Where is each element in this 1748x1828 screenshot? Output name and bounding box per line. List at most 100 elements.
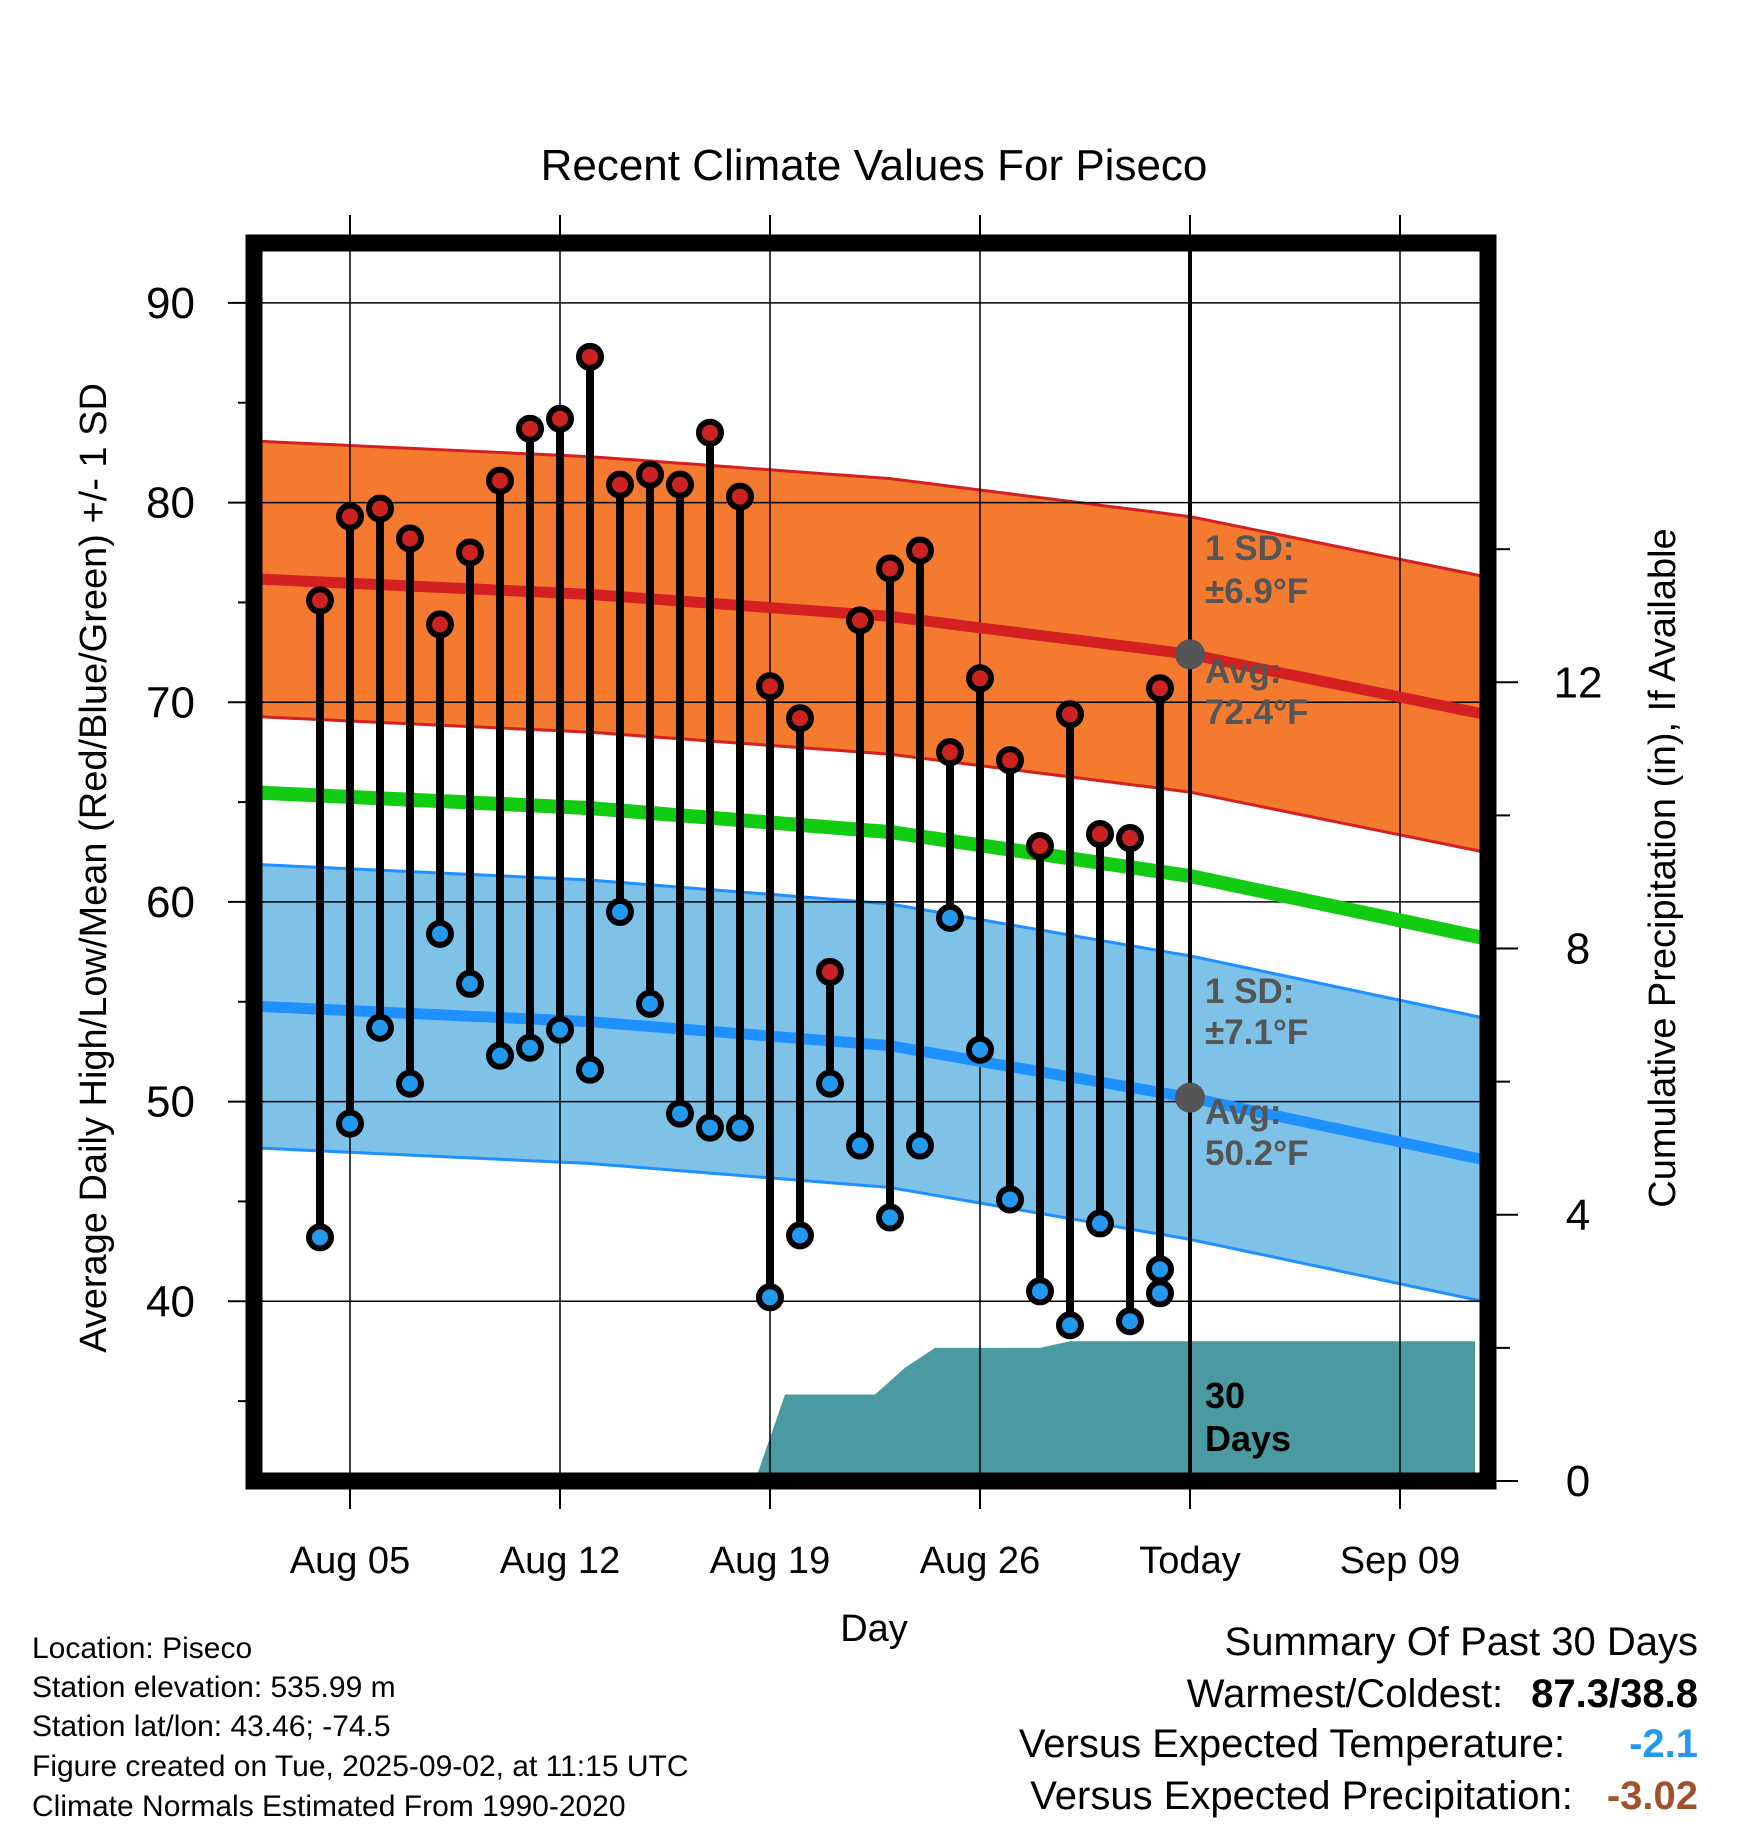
- y-tick-label-60: 60: [146, 878, 195, 927]
- daily-high-point: [906, 536, 934, 565]
- high-avg-label: Avg:: [1205, 652, 1281, 691]
- daily-high-point: [366, 494, 394, 523]
- normal-high-upper-sd-line: [254, 439, 1488, 579]
- daily-high-point: [396, 524, 424, 553]
- low-avg-label: Avg:: [1205, 1093, 1281, 1132]
- daily-high-point: [936, 738, 964, 767]
- daily-low-point: [1026, 1277, 1054, 1306]
- period-label-days: Days: [1205, 1418, 1291, 1459]
- y-axis-label: Average Daily High/Low/Mean (Red/Blue/Gr…: [73, 383, 115, 1353]
- daily-high-point: [726, 482, 754, 511]
- daily-high-point: [1086, 820, 1114, 849]
- daily-low-point: [636, 989, 664, 1018]
- daily-high-point: [426, 610, 454, 639]
- summary-temp-row: Versus Expected Temperature: -2.1: [1019, 1722, 1698, 1767]
- latlon-text: Station lat/lon: 43.46; -74.5: [32, 1710, 391, 1743]
- low-avg-value: 50.2°F: [1205, 1134, 1309, 1173]
- daily-low-point: [456, 969, 484, 998]
- x-tick-label-3: Aug 26: [920, 1540, 1040, 1582]
- precip-value: -3.02: [1606, 1774, 1698, 1818]
- temp-value: -2.1: [1629, 1722, 1698, 1766]
- y2-tick-label-0: 0: [1566, 1457, 1590, 1506]
- daily-low-point: [426, 919, 454, 948]
- high-sd-value: ±6.9°F: [1205, 572, 1308, 611]
- y-tick-label-40: 40: [146, 1277, 195, 1326]
- location-text: Location: Piseco: [32, 1632, 253, 1665]
- daily-low-point: [936, 903, 964, 932]
- high-avg-value: 72.4°F: [1205, 693, 1309, 732]
- temp-label: Versus Expected Temperature:: [1018, 1722, 1566, 1766]
- low-sd-value: ±7.1°F: [1205, 1013, 1308, 1052]
- daily-high-point: [876, 554, 904, 583]
- daily-low-point: [876, 1203, 904, 1232]
- normals-text: Climate Normals Estimated From 1990-2020: [32, 1790, 626, 1823]
- daily-low-point: [1086, 1209, 1114, 1238]
- y-tick-label-90: 90: [146, 279, 195, 328]
- y-tick-label-80: 80: [146, 479, 195, 528]
- daily-low-point: [336, 1109, 364, 1138]
- daily-low-point: [756, 1283, 784, 1312]
- plot-frame: [245, 234, 1497, 1490]
- daily-low-point: [846, 1131, 874, 1160]
- daily-high-point: [1056, 700, 1084, 729]
- warmest-value: 87.3/38.8: [1531, 1672, 1698, 1716]
- daily-low-point: [666, 1099, 694, 1128]
- y2-tick-label-8: 8: [1566, 925, 1590, 974]
- created-text: Figure created on Tue, 2025-09-02, at 11…: [32, 1750, 689, 1783]
- period-label-number: 30: [1205, 1375, 1245, 1416]
- x-tick-label-4: Today: [1139, 1540, 1240, 1582]
- x-tick-label-0: Aug 05: [290, 1540, 410, 1582]
- daily-high-point: [786, 704, 814, 733]
- daily-low-point: [486, 1041, 514, 1070]
- cumulative-precip-area: [290, 1341, 1475, 1481]
- daily-low-point: [1146, 1279, 1174, 1308]
- daily-low-point: [306, 1223, 334, 1252]
- daily-low-point: [516, 1033, 544, 1062]
- daily-high-point: [546, 404, 574, 433]
- x-tick-label-1: Aug 12: [500, 1540, 620, 1582]
- daily-high-point: [666, 470, 694, 499]
- warmest-label: Warmest/Coldest:: [1186, 1672, 1504, 1716]
- y2-tick-label-12: 12: [1554, 658, 1603, 707]
- daily-high-point: [636, 460, 664, 489]
- summary-warmest-row: Warmest/Coldest: 87.3/38.8: [1187, 1672, 1698, 1717]
- low-avg-marker: [1175, 1082, 1205, 1113]
- daily-high-point: [756, 672, 784, 701]
- low-sd-label: 1 SD:: [1205, 972, 1294, 1011]
- high-avg-marker: [1175, 639, 1205, 670]
- daily-high-point: [846, 606, 874, 635]
- daily-low-point: [966, 1035, 994, 1064]
- summary-precip-row: Versus Expected Precipitation: -3.02: [1030, 1774, 1698, 1819]
- daily-low-point: [396, 1069, 424, 1098]
- daily-high-point: [996, 746, 1024, 775]
- daily-high-point: [486, 466, 514, 495]
- y2-axis-label: Cumulative Precipitation (in), If Availa…: [1642, 528, 1684, 1207]
- daily-low-point: [546, 1015, 574, 1044]
- y-tick-label-50: 50: [146, 1078, 195, 1127]
- daily-low-point: [1056, 1311, 1084, 1340]
- daily-high-point: [456, 538, 484, 567]
- daily-high-point: [966, 664, 994, 693]
- daily-high-point: [516, 414, 544, 443]
- daily-low-point: [726, 1113, 754, 1142]
- daily-low-point: [1146, 1255, 1174, 1284]
- daily-high-point: [576, 342, 604, 371]
- high-sd-label: 1 SD:: [1205, 529, 1294, 568]
- daily-high-point: [816, 957, 844, 986]
- daily-high-point: [606, 470, 634, 499]
- elevation-text: Station elevation: 535.99 m: [32, 1671, 396, 1704]
- precip-label: Versus Expected Precipitation:: [1030, 1774, 1573, 1818]
- daily-low-point: [786, 1221, 814, 1250]
- x-tick-label-2: Aug 19: [710, 1540, 830, 1582]
- daily-high-point: [1116, 824, 1144, 853]
- daily-low-point: [696, 1113, 724, 1142]
- daily-high-point: [336, 502, 364, 531]
- daily-low-point: [906, 1131, 934, 1160]
- daily-low-point: [576, 1055, 604, 1084]
- y2-tick-label-4: 4: [1566, 1191, 1590, 1240]
- daily-low-point: [816, 1069, 844, 1098]
- x-tick-label-5: Sep 09: [1340, 1540, 1460, 1582]
- daily-low-point: [1116, 1307, 1144, 1336]
